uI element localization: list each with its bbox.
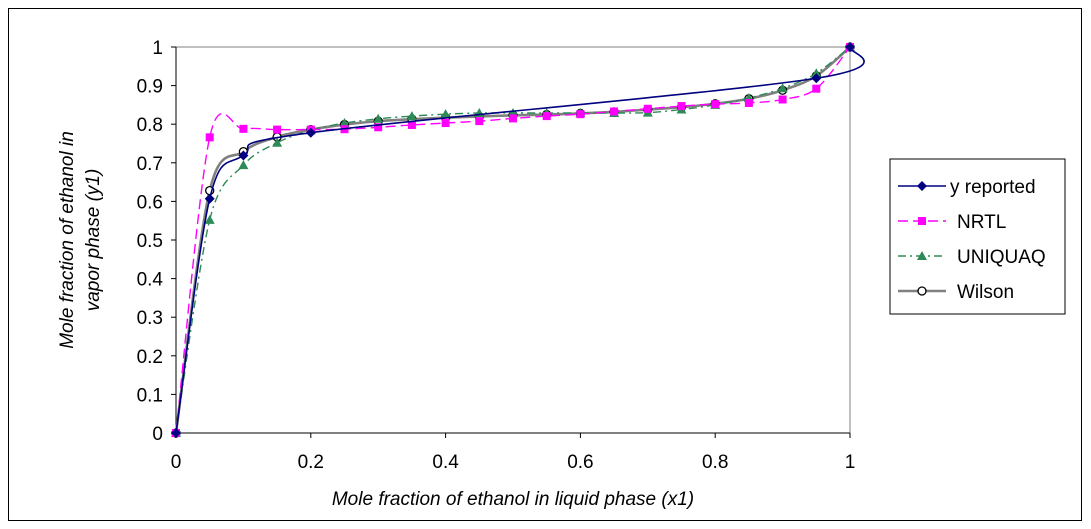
- x-axis: 0 0.2 0.4 0.6 0.8 1: [171, 432, 856, 473]
- triangle-marker: [204, 214, 215, 224]
- legend-item-nrtl: NRTL: [898, 212, 1006, 233]
- legend-item-y-reported: y reported: [898, 177, 1036, 198]
- triangle-marker: [406, 111, 417, 121]
- square-marker: [643, 104, 652, 113]
- triangle-marker: [272, 137, 283, 147]
- diamond-marker: [811, 73, 822, 84]
- square-marker: [542, 112, 551, 121]
- series-line: [174, 46, 851, 434]
- y-tick-label: 0.3: [137, 308, 163, 329]
- y-tick-label: 0.4: [137, 270, 164, 291]
- square-marker: [744, 98, 753, 107]
- y-tick-label: 0.9: [137, 77, 163, 98]
- legend-item-uniquaq: UNIQUAQ: [898, 247, 1046, 268]
- y-axis: 0 0.1 0.2 0.3 0.4 0.5 0.6 0.7 0.8 0.9 1: [137, 38, 177, 445]
- square-marker: [576, 110, 585, 119]
- square-marker: [475, 117, 484, 126]
- diamond-marker: [917, 181, 927, 191]
- square-marker: [205, 133, 214, 142]
- triangle-marker: [777, 83, 788, 93]
- triangle-marker: [373, 113, 384, 123]
- legend-label: y reported: [950, 177, 1036, 198]
- y-tick-label: 0.6: [137, 192, 163, 213]
- diamond-marker: [171, 428, 181, 438]
- x-axis-title: Mole fraction of ethanol in liquid phase…: [332, 489, 694, 510]
- triangle-marker: [440, 109, 451, 119]
- square-marker: [610, 107, 619, 116]
- y-tick-label: 0.7: [137, 154, 163, 175]
- x-tick-label: 0.6: [567, 452, 593, 473]
- square-marker: [677, 102, 686, 111]
- series-line: [175, 46, 851, 434]
- triangle-marker: [238, 160, 249, 170]
- triangle-marker: [339, 118, 350, 128]
- x-tick-label: 0.4: [432, 452, 459, 473]
- square-marker: [918, 217, 926, 225]
- circle-marker: [917, 286, 927, 296]
- series-y-reported: [171, 42, 865, 438]
- diamond-marker: [305, 127, 316, 138]
- y-tick-label: 0.5: [137, 231, 163, 252]
- square-marker: [239, 124, 248, 133]
- x-tick-label: 0.2: [298, 452, 324, 473]
- series-line: [175, 46, 851, 434]
- square-marker: [407, 120, 416, 129]
- square-marker: [812, 84, 821, 93]
- series-layer: [171, 42, 865, 438]
- legend: y reported NRTL UNIQUAQ Wilson: [889, 158, 1066, 315]
- y-axis-title-group: Mole fraction of ethanol in vapor phase …: [57, 131, 104, 349]
- y-tick-label: 0: [152, 424, 163, 445]
- x-tick-label: 0: [171, 452, 182, 473]
- square-marker: [509, 114, 517, 123]
- y-tick-label: 0.8: [137, 115, 163, 136]
- legend-label: UNIQUAQ: [957, 247, 1046, 268]
- y-tick-label: 0.2: [137, 347, 163, 368]
- square-marker: [711, 100, 720, 109]
- triangle-marker: [811, 68, 822, 78]
- y-axis-title-line-2: vapor phase (y1): [83, 169, 104, 312]
- legend-label: Wilson: [957, 282, 1014, 303]
- square-marker: [441, 119, 450, 128]
- x-tick-label: 0.8: [702, 452, 728, 473]
- y-tick-label: 1: [152, 38, 163, 59]
- square-marker: [374, 123, 383, 132]
- diamond-marker: [204, 193, 215, 204]
- triangle-marker: [917, 251, 927, 260]
- y-axis-title-line-1: Mole fraction of ethanol in: [57, 131, 78, 349]
- square-marker: [273, 125, 282, 134]
- diamond-marker: [238, 150, 249, 161]
- square-marker: [778, 95, 787, 104]
- y-tick-label: 0.1: [137, 385, 163, 406]
- diamond-marker: [845, 42, 855, 52]
- legend-label: NRTL: [957, 212, 1006, 233]
- x-tick-label: 1: [845, 452, 856, 473]
- legend-item-wilson: Wilson: [898, 282, 1014, 303]
